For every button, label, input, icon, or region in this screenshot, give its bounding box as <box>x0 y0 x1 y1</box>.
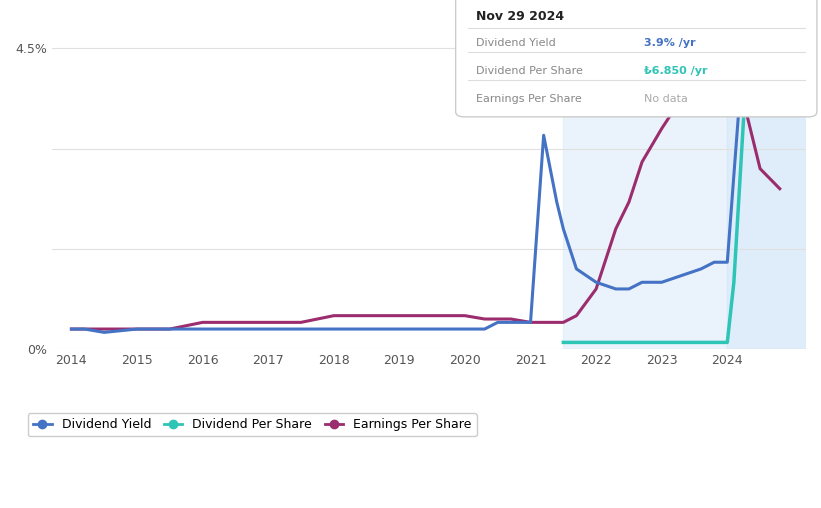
Legend: Dividend Yield, Dividend Per Share, Earnings Per Share: Dividend Yield, Dividend Per Share, Earn… <box>28 414 477 436</box>
Text: Nov 29 2024: Nov 29 2024 <box>476 10 564 23</box>
Text: Earnings Per Share: Earnings Per Share <box>476 93 582 104</box>
Text: 3.9% /yr: 3.9% /yr <box>644 38 696 48</box>
Text: Dividend Yield: Dividend Yield <box>476 38 556 48</box>
Text: ₺6.850 /yr: ₺6.850 /yr <box>644 66 708 76</box>
Bar <box>727 15 806 349</box>
Text: Dividend Per Share: Dividend Per Share <box>476 66 583 76</box>
Bar <box>563 15 727 349</box>
Text: Past: Past <box>747 25 773 38</box>
Text: No data: No data <box>644 93 688 104</box>
